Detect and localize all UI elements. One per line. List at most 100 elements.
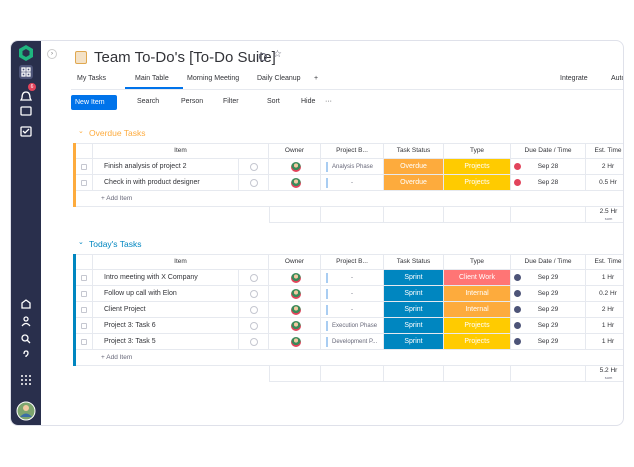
owner-avatar — [291, 305, 301, 315]
est-time-cell: 1 Hr — [586, 334, 623, 350]
date-cell: Sep 29 — [511, 334, 586, 350]
project-cell: - — [321, 302, 384, 318]
owner-avatar — [291, 162, 301, 172]
summary-cell — [321, 207, 384, 223]
toolbar-button[interactable]: Person — [181, 98, 204, 105]
info-icon — [259, 53, 267, 61]
doc-icon — [75, 51, 87, 64]
summary-cell — [511, 207, 586, 223]
est-time-cell: 2 Hr — [586, 159, 623, 175]
project-cell: - — [321, 175, 384, 191]
owner-cell — [269, 159, 321, 175]
owner-cell — [269, 318, 321, 334]
type-cell: Client Work — [444, 270, 511, 286]
row-checkbox — [76, 286, 93, 302]
summary-row — [269, 207, 623, 223]
summary-cell — [321, 366, 384, 382]
tab[interactable]: Main Table — [135, 75, 169, 82]
status-cell: Sprint — [384, 334, 444, 350]
add-item-row[interactable]: + Add Item — [76, 350, 623, 366]
group-chevron: ⌄ — [78, 239, 84, 246]
project-cell: Analysis Phase — [321, 159, 384, 175]
header-checkbox-cell — [76, 254, 93, 270]
row-checkbox-box — [81, 339, 87, 345]
column-header: Est. Time — [586, 143, 623, 159]
automate-action[interactable]: Autom — [611, 75, 623, 82]
column-header: Project B... — [321, 143, 384, 159]
column-header: Task Status — [384, 254, 444, 270]
summary-label: sum — [604, 216, 613, 221]
row-checkbox-box — [81, 291, 87, 297]
header-checkbox-cell — [76, 143, 93, 159]
toolbar-button[interactable]: ··· — [325, 98, 332, 105]
est-time-cell: 1 Hr — [586, 318, 623, 334]
comment-icon — [250, 338, 258, 346]
owner-cell — [269, 270, 321, 286]
toolbar-button[interactable]: Hide — [301, 98, 316, 105]
type-cell: Internal — [444, 286, 511, 302]
active-tab-underline — [125, 87, 183, 89]
project-cell: - — [321, 286, 384, 302]
group-color-bar — [73, 254, 76, 366]
toolbar-button[interactable]: Sort — [267, 98, 280, 105]
type-cell: Projects — [444, 159, 511, 175]
project-bar — [326, 337, 328, 347]
item-cell: Project 3: Task 6 — [93, 318, 239, 334]
owner-avatar — [291, 337, 301, 347]
owner-cell — [269, 302, 321, 318]
date-cell: Sep 29 — [511, 286, 586, 302]
project-bar — [326, 178, 328, 188]
date-cell: Sep 28 — [511, 175, 586, 191]
app-window: 6 › Team To-Do's [To-Do Suite] ☆ My Tasks Ma… — [10, 40, 624, 426]
toolbar-button[interactable]: Search — [137, 98, 160, 105]
summary-cell — [269, 207, 321, 223]
column-header: Item — [93, 143, 269, 159]
collapse-button[interactable]: › — [47, 49, 57, 59]
owner-cell — [269, 334, 321, 350]
est-time-cell: 1 Hr — [586, 270, 623, 286]
sidebar: 6 — [11, 41, 41, 425]
item-cell: Check in with product designer — [93, 175, 239, 191]
comment-icon — [250, 306, 258, 314]
tab[interactable]: My Tasks — [77, 75, 107, 82]
comment-cell — [239, 318, 269, 334]
column-header: Est. Time — [586, 254, 623, 270]
summary-total: 2.5 Hr — [599, 208, 618, 215]
column-header: Type — [444, 254, 511, 270]
group-title: Today's Tasks — [89, 239, 142, 249]
row-checkbox — [76, 175, 93, 191]
new-item-button[interactable]: New Item — [71, 95, 117, 110]
tab[interactable]: Morning Meeting — [187, 75, 240, 82]
comment-cell — [239, 286, 269, 302]
column-header: Item — [93, 254, 269, 270]
summary-cell — [444, 207, 511, 223]
type-cell: Projects — [444, 318, 511, 334]
group-color-bar — [73, 143, 76, 207]
group-chevron: ⌄ — [78, 128, 84, 135]
comment-icon — [250, 179, 258, 187]
summary-cell — [444, 366, 511, 382]
comment-icon — [250, 290, 258, 298]
est-time-cell: 0.5 Hr — [586, 175, 623, 191]
project-cell: - — [321, 270, 384, 286]
column-header: Due Date / Time — [511, 143, 586, 159]
integrate-action[interactable]: Integrate — [560, 75, 588, 82]
toolbar-button[interactable]: Filter — [223, 98, 239, 105]
row-checkbox-box — [81, 180, 87, 186]
row-checkbox-box — [81, 275, 87, 281]
summary-cell — [511, 366, 586, 382]
row-checkbox-box — [81, 323, 87, 329]
item-cell: Project 3: Task 5 — [93, 334, 239, 350]
type-cell: Projects — [444, 175, 511, 191]
date-alert-icon — [514, 179, 521, 186]
date-cell: Sep 28 — [511, 159, 586, 175]
row-checkbox — [76, 270, 93, 286]
add-item-row[interactable]: + Add Item — [76, 191, 623, 207]
comment-cell — [239, 175, 269, 191]
owner-cell — [269, 286, 321, 302]
notification-badge: 6 — [28, 83, 36, 91]
status-cell: Sprint — [384, 270, 444, 286]
item-cell: Intro meeting with X Company — [93, 270, 239, 286]
tab[interactable]: + — [314, 75, 319, 82]
tab[interactable]: Daily Cleanup — [257, 75, 301, 82]
